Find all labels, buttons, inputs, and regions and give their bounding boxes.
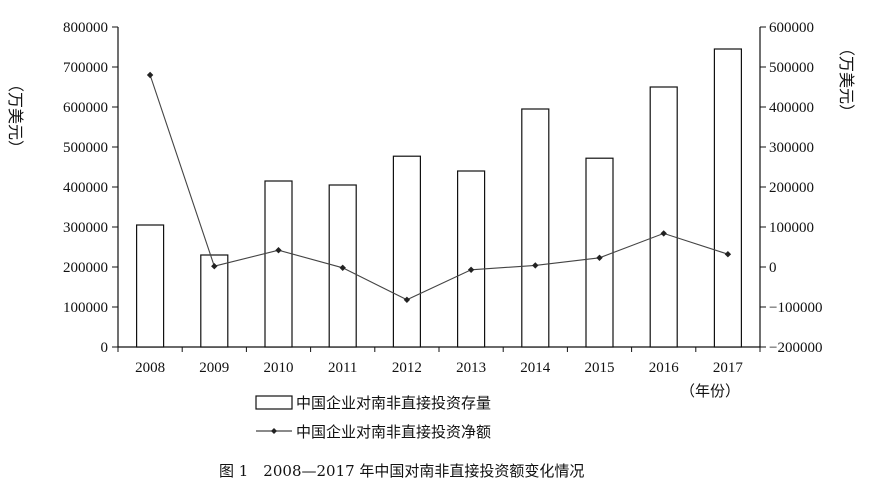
- line-point: [146, 71, 154, 79]
- bar: [521, 108, 550, 348]
- x-tick-label: 2012: [392, 360, 422, 376]
- legend-line-label: 中国企业对南非直接投资净额: [296, 423, 491, 441]
- left-tick-label: 700000: [63, 60, 108, 76]
- bar: [649, 86, 678, 348]
- right-tick-label: 0: [769, 260, 777, 276]
- x-tick-label: 2010: [264, 360, 294, 376]
- line-point: [467, 266, 475, 273]
- right-tick-label: 200000: [769, 180, 814, 196]
- x-tick-label: 2011: [328, 360, 357, 376]
- x-tick-label: 2015: [585, 360, 615, 376]
- left-tick-label: 800000: [63, 20, 108, 36]
- axes-layer: 0 100000 200000 300000 400000 500000 600000 700…: [63, 20, 822, 376]
- right-tick-label: 600000: [769, 20, 814, 36]
- left-tick-label: 500000: [63, 140, 108, 156]
- bar: [457, 170, 486, 348]
- x-tick-label: 2016: [649, 360, 680, 376]
- figure-caption: 图 1 2008—2017 年中国对南非直接投资额变化情况: [219, 462, 584, 480]
- bar: [200, 254, 229, 348]
- right-tick-label: 300000: [769, 140, 814, 156]
- bars-layer: [136, 48, 743, 348]
- bar: [392, 155, 421, 348]
- bar: [136, 224, 165, 348]
- line-layer: [146, 71, 732, 303]
- left-axis-label: （万美元）: [6, 76, 25, 156]
- x-tick-label: 2017: [713, 360, 744, 376]
- left-tick-label: 100000: [63, 300, 108, 316]
- line-point: [532, 262, 539, 269]
- x-axis-unit-label: （年份）: [680, 382, 740, 400]
- x-tick-label: 2014: [520, 360, 551, 376]
- legend: 中国企业对南非直接投资存量 中国企业对南非直接投资净额: [255, 394, 491, 441]
- line-point: [724, 251, 732, 258]
- legend-bar-label: 中国企业对南非直接投资存量: [296, 394, 491, 412]
- legend-line-marker: [271, 428, 277, 434]
- line-point: [403, 296, 411, 303]
- x-tick-label: 2008: [135, 360, 165, 376]
- legend-bar-swatch: [255, 395, 293, 410]
- x-tick-label: 2009: [199, 360, 229, 376]
- left-tick-label: 300000: [63, 220, 108, 236]
- bar: [264, 180, 293, 348]
- left-tick-label: 200000: [63, 260, 108, 276]
- line-point: [211, 263, 218, 270]
- right-tick-label: −100000: [769, 300, 822, 316]
- left-tick-label: 600000: [63, 100, 108, 116]
- net-investment-line: [149, 74, 729, 301]
- line-point: [596, 254, 603, 261]
- bar: [585, 157, 614, 348]
- right-tick-label: 400000: [769, 100, 814, 116]
- left-tick-label: 0: [101, 340, 109, 356]
- right-tick-label: −200000: [769, 340, 822, 356]
- x-tick-label: 2013: [456, 360, 486, 376]
- line-point: [275, 247, 282, 254]
- left-tick-label: 400000: [63, 180, 108, 196]
- line-point: [339, 264, 346, 271]
- right-tick-label: 100000: [769, 220, 814, 236]
- line-point: [660, 230, 667, 237]
- right-tick-label: 500000: [769, 60, 814, 76]
- right-axis-label: （万美元）: [837, 40, 856, 120]
- bar: [713, 48, 743, 348]
